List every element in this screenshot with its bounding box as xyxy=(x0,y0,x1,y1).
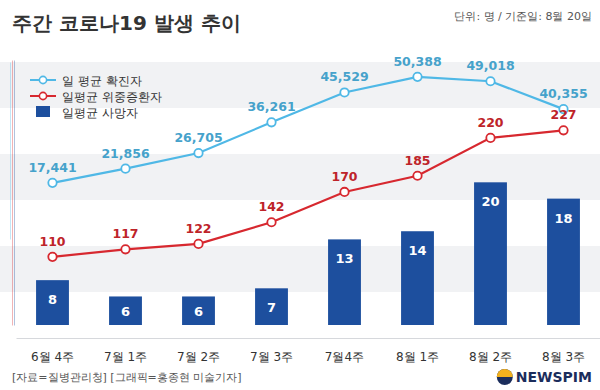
data-label: 142 xyxy=(258,199,284,214)
data-label: 110 xyxy=(39,234,65,249)
legend-marker xyxy=(39,92,46,99)
data-label: 122 xyxy=(185,221,211,236)
bar xyxy=(182,296,215,325)
chart-svg: 주간 코로나19 발생 추이 단위: 명 / 기준일: 8월 20일 6월 4주 7월… xyxy=(0,0,600,390)
legend-item: 일 평균 확진자 xyxy=(30,74,142,88)
bar xyxy=(474,182,507,325)
legend-label: 일 평균 확진자 xyxy=(62,74,142,88)
marker xyxy=(194,240,202,248)
x-axis-line xyxy=(17,338,600,339)
marker xyxy=(340,188,348,196)
brand-logo-accent xyxy=(497,369,513,377)
x-tick-label: 6월 4주 xyxy=(31,350,74,364)
y-axis-line xyxy=(12,61,13,326)
bar xyxy=(109,296,142,325)
plot-line xyxy=(48,126,567,261)
stripe xyxy=(0,154,600,200)
data-label: 14 xyxy=(408,243,426,258)
x-tick: 8월 1주 xyxy=(396,338,439,364)
data-labels: 17,441 21,856 26,705 36,261 45,529 50,388 49,0… xyxy=(28,54,587,319)
legend: 일 평균 확진자일평균 위중증환자일평균 사망자 xyxy=(30,74,162,120)
plot-line xyxy=(48,73,567,187)
x-tick: 6월 4주 xyxy=(31,338,74,364)
data-label: 26,705 xyxy=(174,130,222,145)
bar xyxy=(328,239,361,325)
y-axis-line xyxy=(10,63,11,240)
x-tick: 8월 2주 xyxy=(469,338,512,364)
y-axis-line xyxy=(14,61,15,326)
data-label: 117 xyxy=(112,226,138,241)
background xyxy=(0,62,600,292)
x-tick-label: 7월 1주 xyxy=(104,350,147,364)
marker xyxy=(413,172,421,180)
legend-label: 일평균 사망자 xyxy=(62,106,138,120)
legend-label: 일평균 위중증환자 xyxy=(62,90,162,104)
x-axis: 6월 4주 7월 1주 7월 2주 7월 3주 7월4주 8월 1주 8월 2주 8월 3주 xyxy=(17,338,600,364)
x-tick: 7월 2주 xyxy=(177,338,220,364)
x-tick: 8월 3주 xyxy=(542,338,585,364)
legend-item: 일평균 사망자 xyxy=(36,106,138,120)
data-label: 17,441 xyxy=(28,160,76,175)
data-label: 36,261 xyxy=(247,99,295,114)
title: 주간 코로나19 발생 추이 xyxy=(12,11,241,35)
data-label: 227 xyxy=(550,107,576,122)
data-label: 50,388 xyxy=(393,54,441,69)
legend-marker xyxy=(39,76,46,83)
bar xyxy=(401,231,434,325)
data-label: 8 xyxy=(48,292,57,307)
y-axis xyxy=(12,61,13,326)
x-tick-label: 7월4주 xyxy=(325,350,364,364)
marker xyxy=(486,77,494,85)
line xyxy=(53,77,564,183)
data-label: 185 xyxy=(404,153,430,168)
data-label: 20 xyxy=(481,194,499,209)
y-axis xyxy=(10,63,11,240)
subtitle: 단위: 명 / 기준일: 8월 20일 xyxy=(454,10,592,23)
data-label: 170 xyxy=(331,169,357,184)
brand: NEWSPIM xyxy=(516,369,592,385)
marker xyxy=(48,253,56,261)
marker xyxy=(413,73,421,81)
x-tick: 7월4주 xyxy=(325,338,364,364)
data-label: 6 xyxy=(194,304,203,319)
data-label: 7 xyxy=(267,300,276,315)
y-axis xyxy=(14,61,15,326)
marker xyxy=(194,149,202,157)
x-tick-label: 8월 2주 xyxy=(469,350,512,364)
bar xyxy=(547,199,580,325)
data-label: 18 xyxy=(554,211,572,226)
bar xyxy=(255,288,288,325)
source-note: [자료=질병관리청] [그래픽=홍종현 미술기자] xyxy=(12,371,242,384)
brand-logo xyxy=(497,369,513,385)
x-tick-label: 7월 3주 xyxy=(250,350,293,364)
marker xyxy=(48,179,56,187)
x-tick: 7월 3주 xyxy=(250,338,293,364)
marker xyxy=(121,245,129,253)
marker xyxy=(267,218,275,226)
x-tick-label: 8월 1주 xyxy=(396,350,439,364)
line xyxy=(53,130,564,257)
data-label: 6 xyxy=(121,304,130,319)
data-label: 45,529 xyxy=(320,69,368,84)
data-label: 220 xyxy=(477,115,503,130)
data-label: 49,018 xyxy=(466,58,514,73)
marker xyxy=(559,126,567,134)
marker xyxy=(486,134,494,142)
plot-bar xyxy=(36,182,580,325)
marker xyxy=(340,88,348,96)
marker xyxy=(121,164,129,172)
legend-item: 일평균 위중증환자 xyxy=(30,90,162,104)
x-tick-label: 7월 2주 xyxy=(177,350,220,364)
bar xyxy=(36,280,69,325)
marks-layer xyxy=(36,73,580,346)
x-tick: 7월 1주 xyxy=(104,338,147,364)
legend-swatch xyxy=(36,106,50,117)
data-label: 21,856 xyxy=(101,146,150,161)
data-label: 13 xyxy=(335,251,353,266)
marker xyxy=(267,118,275,126)
x-tick-label: 8월 3주 xyxy=(542,350,585,364)
data-label: 40,355 xyxy=(539,86,587,101)
